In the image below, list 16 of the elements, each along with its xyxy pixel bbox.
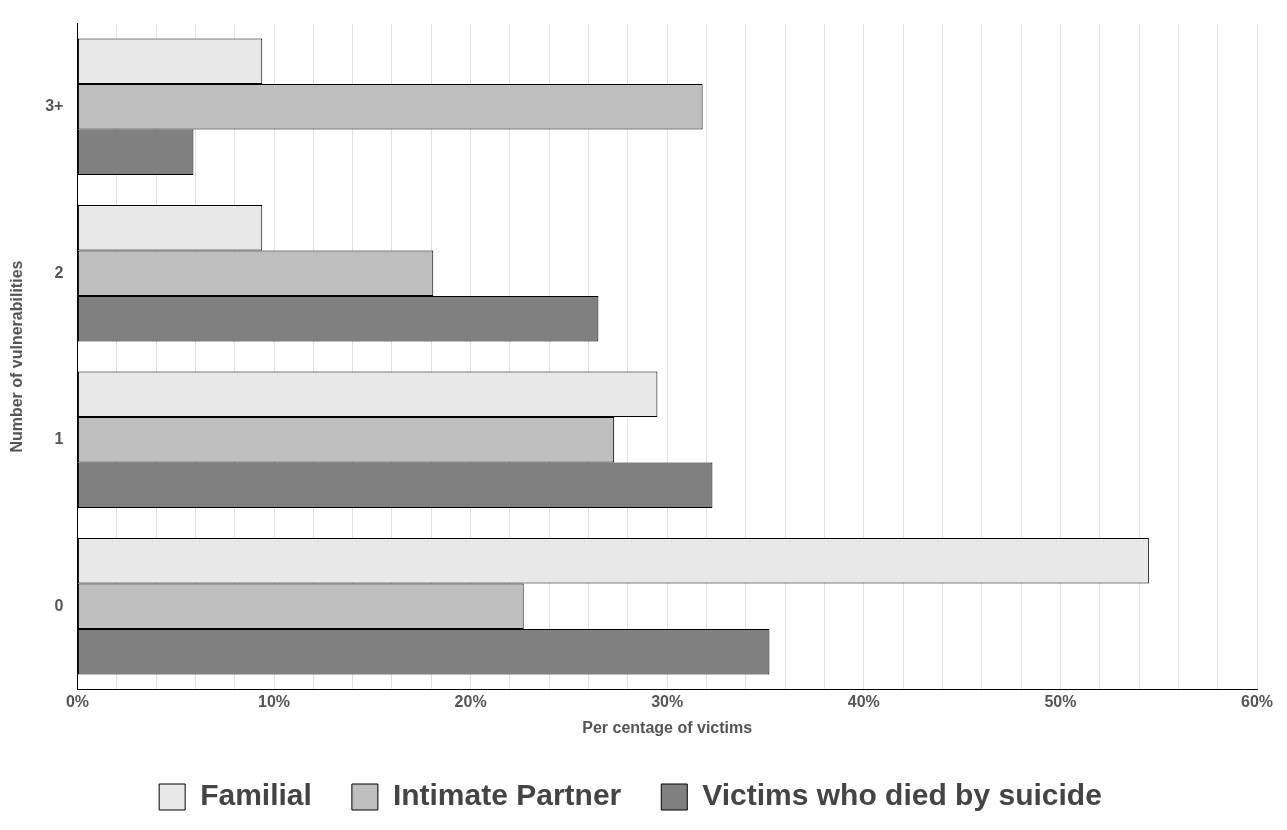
x-tick-label: 50%: [1044, 692, 1077, 710]
x-tick-label: 20%: [454, 692, 487, 710]
legend-label: Victims who died by suicide: [702, 778, 1102, 812]
x-tick-label: 60%: [1240, 692, 1274, 710]
x-tick-label: 30%: [651, 692, 684, 710]
legend-label: Intimate Partner: [392, 778, 622, 812]
y-tick-label: 3+: [45, 97, 64, 115]
y-tick-label: 1: [54, 430, 64, 448]
y-tick-label: 0: [54, 596, 64, 614]
x-tick-label: 0%: [65, 692, 89, 710]
x-axis-title: Per centage of victims: [582, 718, 753, 736]
y-tick-label: 2: [54, 263, 64, 281]
x-tick-label: 10%: [258, 692, 291, 710]
x-tick-label: 40%: [847, 692, 880, 710]
y-axis-title: Number of vulnerabilities: [8, 260, 26, 453]
legend-label: Familial: [200, 778, 312, 812]
